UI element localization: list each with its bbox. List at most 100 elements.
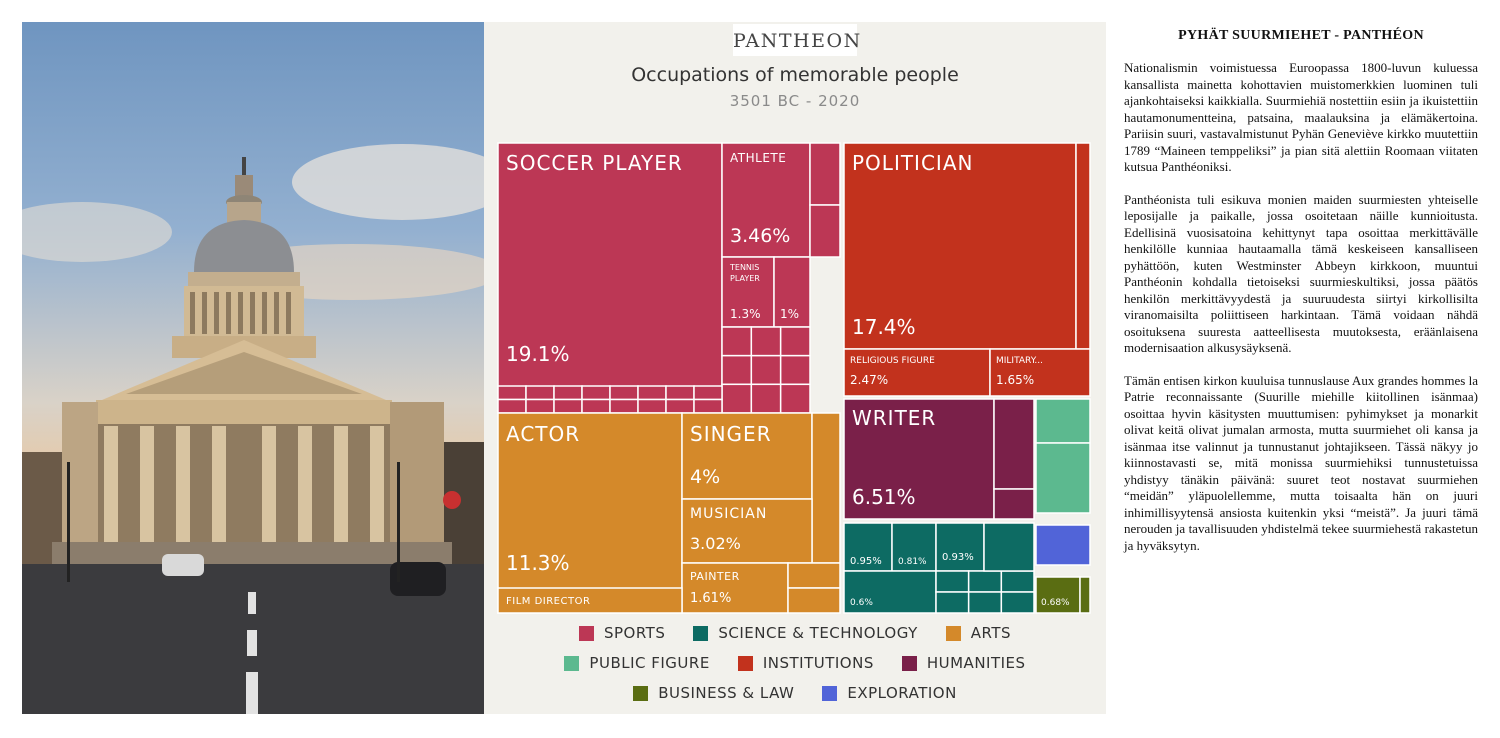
science-cell	[935, 522, 985, 572]
treemap-cell	[1079, 576, 1091, 614]
athlete-label: ATHLETE	[730, 151, 786, 165]
pantheon-illustration	[22, 144, 484, 714]
singer-value: 4%	[690, 466, 720, 488]
soccer-player-cell	[497, 142, 723, 414]
treemap-cell	[665, 398, 695, 414]
treemap-cell	[935, 570, 970, 593]
legend-label: HUMANITIES	[926, 654, 1026, 672]
treemap-cell	[1000, 591, 1035, 614]
treemap-cell	[721, 326, 753, 357]
chart-subtitle: 3501 BC - 2020	[729, 92, 861, 110]
athlete-value: 3.46%	[730, 225, 790, 247]
treemap-cell	[693, 385, 723, 401]
soccer-player-label: SOCCER PLAYER	[506, 151, 683, 175]
treemap-cell	[750, 383, 782, 414]
treemap-cell	[721, 383, 753, 414]
treemap-cell	[553, 398, 583, 414]
legend-swatch	[633, 685, 649, 701]
legend-item-exploration: EXPLORATION	[822, 684, 956, 702]
military-value: 1.65%	[996, 373, 1034, 387]
treemap-cell	[721, 354, 753, 386]
writer-cell	[843, 398, 995, 520]
treemap-cell	[809, 204, 841, 258]
religious-figure-cell	[843, 348, 991, 397]
treemap-cell	[553, 385, 583, 401]
business-law-cell	[1035, 576, 1081, 614]
treemap-cell	[609, 385, 639, 401]
treemap-cell	[967, 591, 1003, 614]
actor-label: ACTOR	[506, 422, 580, 446]
treemap-cell	[787, 587, 841, 614]
article-paragraph: Panthéonista tuli esikuva monien maiden …	[1124, 191, 1478, 356]
treemap-cell	[609, 398, 639, 414]
legend-item-institutions: INSTITUTIONS	[737, 654, 874, 672]
treemap-chart-panel: PANTHEON Occupations of memorable people…	[484, 22, 1106, 714]
legend-row-3: BUSINESS & LAW EXPLORATION	[484, 684, 1106, 702]
tennis-player-label: TENNIS	[729, 263, 759, 272]
sports-1pct-cell	[773, 256, 811, 328]
military-label: MILITARY...	[996, 356, 1043, 366]
legend-label: SPORTS	[603, 624, 666, 642]
article-title: PYHÄT SUURMIEHET - PANTHÉON	[1178, 28, 1424, 43]
science-cell	[843, 522, 893, 572]
business-law-value: 0.68%	[1041, 598, 1070, 608]
science-cell	[843, 570, 937, 614]
musician-value: 3.02%	[690, 534, 741, 553]
science-cell	[891, 522, 937, 572]
treemap-cell	[581, 385, 611, 401]
treemap-cell	[581, 398, 611, 414]
legend-swatch	[822, 685, 838, 701]
legend-swatch	[564, 655, 580, 671]
article-paragraph: Tämän entisen kirkon kuuluisa tunnuslaus…	[1124, 372, 1478, 553]
religious-figure-value: 2.47%	[850, 373, 888, 387]
religious-figure-label: RELIGIOUS FIGURE	[850, 356, 935, 366]
legend-label: SCIENCE & TECHNOLOGY	[718, 624, 918, 642]
film-director-label: FILM DIRECTOR	[506, 596, 590, 607]
legend-swatch	[737, 655, 753, 671]
treemap-cell	[935, 591, 970, 614]
politician-label: POLITICIAN	[852, 151, 973, 175]
politician-value: 17.4%	[852, 315, 916, 339]
legend-item-arts: ARTS	[945, 624, 1012, 642]
legend-swatch	[578, 625, 594, 641]
actor-value: 11.3%	[506, 551, 570, 575]
treemap-cell	[809, 142, 841, 206]
tennis-player-value: 1.3%	[730, 307, 761, 321]
treemap-cell	[967, 570, 1003, 593]
treemap-cell	[637, 385, 667, 401]
legend-label: ARTS	[970, 624, 1012, 642]
article-paragraph: Nationalismin voimistuessa Euroopassa 18…	[1124, 60, 1478, 174]
singer-cell	[681, 412, 813, 500]
musician-label: MUSICIAN	[690, 506, 767, 522]
sports-1pct-value: 1%	[780, 307, 799, 321]
legend-label: PUBLIC FIGURE	[589, 654, 710, 672]
tennis-player-cell	[721, 256, 775, 328]
treemap-cell	[693, 398, 723, 414]
politician-cell	[843, 142, 1077, 350]
exploration-cell	[1035, 524, 1091, 566]
treemap-cell	[1000, 570, 1035, 593]
treemap-cell	[497, 398, 527, 414]
painter-value: 1.61%	[690, 591, 731, 606]
legend-item-sports: SPORTS	[578, 624, 666, 642]
actor-cell	[497, 412, 683, 614]
tennis-player-label: PLAYER	[730, 274, 760, 283]
treemap: SOCCER PLAYER 19.1% ATHLETE 3.46% TENNIS PLAY…	[497, 142, 1091, 614]
musician-cell	[681, 498, 813, 564]
treemap-cell	[983, 522, 1035, 572]
legend-item-humanities: HUMANITIES	[901, 654, 1026, 672]
treemap-cell	[1075, 142, 1091, 350]
legend-label: INSTITUTIONS	[762, 654, 874, 672]
science-value: 0.81%	[898, 557, 927, 567]
science-value: 0.93%	[942, 552, 974, 563]
writer-value: 6.51%	[852, 485, 916, 509]
pantheon-brand-logo: PANTHEON	[733, 24, 860, 56]
legend-swatch	[945, 625, 961, 641]
legend-swatch	[901, 655, 917, 671]
legend-row-2: PUBLIC FIGURE INSTITUTIONS HUMANITIES	[484, 654, 1106, 672]
legend-label: BUSINESS & LAW	[658, 684, 795, 702]
legend-item-public-figure: PUBLIC FIGURE	[564, 654, 709, 672]
treemap-cell	[525, 398, 555, 414]
science-value: 0.95%	[850, 556, 882, 567]
science-value: 0.6%	[850, 598, 873, 608]
